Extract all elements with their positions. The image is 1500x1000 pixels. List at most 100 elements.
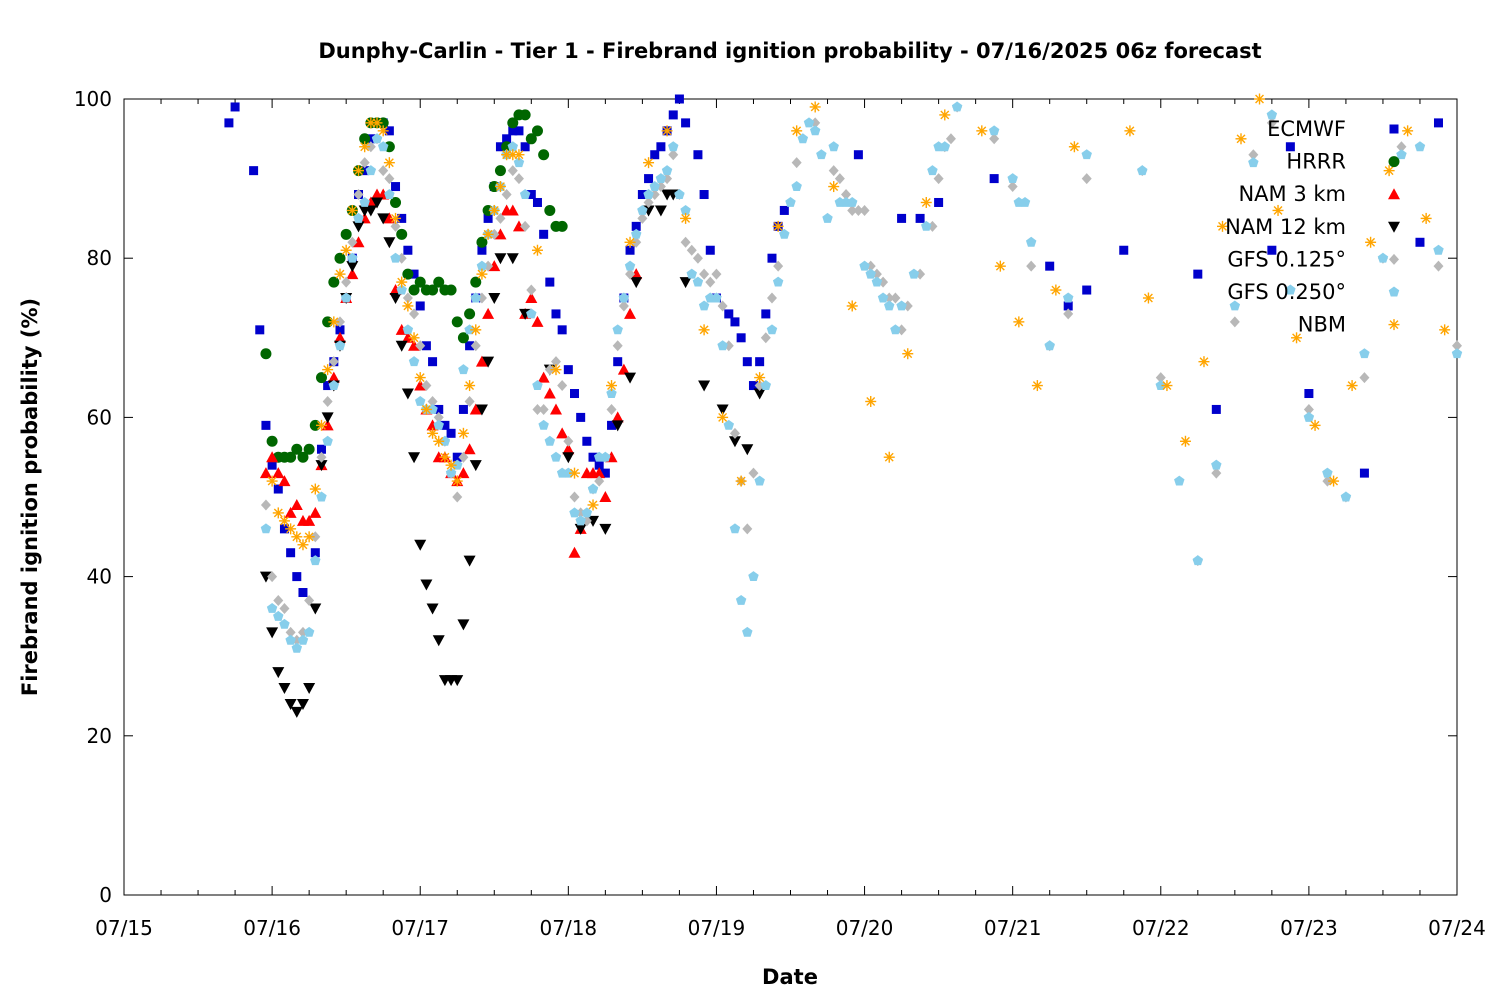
data-point (303, 443, 315, 455)
data-point (563, 365, 573, 375)
data-point (279, 602, 290, 614)
data-point (346, 268, 359, 280)
data-point (556, 220, 568, 232)
data-point (538, 419, 549, 430)
data-point (550, 364, 562, 376)
data-point (544, 204, 556, 216)
data-point (717, 340, 728, 351)
data-point (551, 309, 561, 319)
data-point (377, 213, 390, 225)
data-point (624, 260, 636, 271)
data-point (728, 436, 741, 448)
data-point (322, 364, 334, 376)
data-point (426, 603, 439, 615)
data-point (1322, 467, 1333, 478)
data-point (1309, 419, 1321, 431)
data-point (384, 173, 395, 185)
data-point (464, 308, 476, 320)
data-point (698, 300, 710, 311)
data-point (550, 356, 561, 368)
y-tick-label: 60 (87, 405, 112, 429)
data-point (439, 451, 451, 463)
data-point (347, 236, 358, 248)
data-point (1396, 149, 1407, 160)
data-point (791, 181, 802, 192)
data-point (408, 284, 420, 296)
data-point (297, 451, 309, 463)
data-point (291, 642, 303, 653)
data-point (278, 683, 291, 695)
data-point (463, 443, 476, 455)
data-point (735, 594, 747, 605)
data-point (1050, 284, 1062, 296)
data-point (606, 403, 617, 415)
y-tick-label: 20 (87, 724, 112, 748)
data-point (1359, 468, 1369, 478)
data-point (828, 165, 839, 177)
data-point (352, 221, 365, 233)
data-point (735, 475, 747, 487)
data-point (401, 388, 414, 400)
data-point (427, 427, 439, 439)
data-point (736, 333, 746, 343)
data-point (465, 341, 475, 351)
data-point (513, 157, 525, 168)
data-point (841, 189, 852, 201)
data-point (488, 260, 501, 272)
data-point (568, 546, 581, 558)
data-point (322, 395, 333, 407)
data-point (797, 133, 809, 144)
x-tick-label: 07/19 (688, 916, 746, 940)
data-point (395, 340, 408, 352)
data-point (359, 157, 370, 169)
data-point (366, 134, 376, 144)
data-point (1414, 141, 1426, 152)
data-point (748, 381, 758, 391)
data-point (537, 371, 550, 383)
data-point (267, 571, 278, 583)
data-point (570, 389, 580, 399)
data-point (612, 324, 623, 335)
x-tick-label: 07/22 (1132, 916, 1190, 940)
data-point (1285, 142, 1295, 152)
data-point (717, 300, 728, 312)
data-point (260, 348, 272, 360)
data-point (1142, 292, 1154, 304)
data-point (230, 102, 240, 112)
data-point (1007, 173, 1018, 184)
data-point (526, 308, 537, 319)
data-point (1019, 196, 1031, 207)
data-point (785, 196, 796, 207)
data-point (482, 307, 495, 319)
data-point (767, 253, 777, 263)
data-point (680, 236, 691, 248)
data-point (494, 181, 506, 193)
data-point (532, 197, 542, 207)
data-point (463, 555, 476, 567)
data-point (939, 109, 951, 121)
data-point (421, 341, 431, 351)
data-point (520, 142, 530, 152)
data-point (834, 173, 845, 185)
data-point (391, 182, 401, 192)
data-point (310, 548, 320, 558)
data-point (594, 475, 605, 487)
data-point (1031, 380, 1043, 392)
data-point (791, 125, 803, 137)
data-point (334, 340, 346, 351)
data-point (574, 523, 587, 535)
chart-title: Dunphy-Carlin - Tier 1 - Firebrand ignit… (318, 39, 1261, 63)
data-point (514, 126, 524, 136)
data-point (328, 316, 340, 328)
data-point (637, 212, 648, 224)
data-point (569, 467, 581, 479)
data-point (290, 706, 303, 718)
data-point (679, 277, 692, 289)
data-point (538, 403, 549, 415)
data-point (729, 427, 740, 439)
data-point (249, 166, 259, 176)
data-point (705, 276, 716, 288)
data-point (773, 260, 784, 272)
data-point (309, 483, 321, 495)
data-point (1174, 475, 1185, 486)
